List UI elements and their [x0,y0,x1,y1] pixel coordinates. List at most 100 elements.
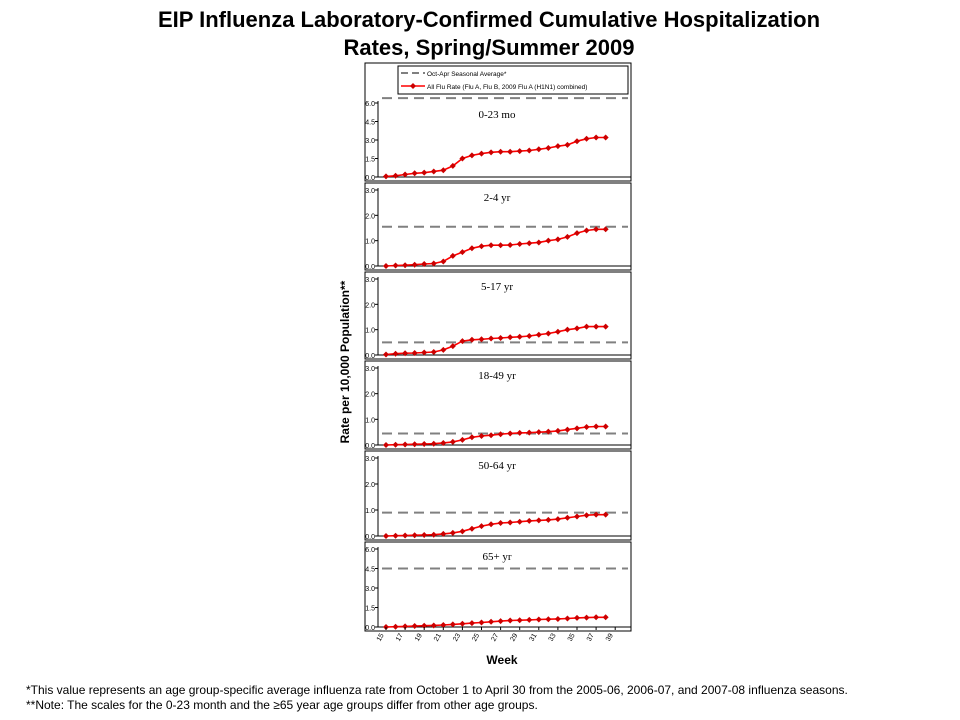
data-point [488,432,495,439]
data-point [488,335,495,342]
data-point [459,155,466,162]
data-point [421,531,428,538]
y-tick-label: 0.0 [365,534,375,541]
data-point [440,346,447,353]
data-point [430,531,437,538]
data-point [564,514,571,521]
data-point [468,434,475,441]
data-point [421,169,428,176]
data-point [554,516,561,523]
series-line [385,325,606,356]
y-tick-label: 1.5 [365,157,375,164]
data-point [554,615,561,622]
data-point [602,423,609,430]
panel-frame [364,182,632,271]
data-point [392,350,399,357]
data-point [383,173,389,180]
legend-seasonal-average-label: Oct-Apr Seasonal Average* [427,71,507,78]
data-point [564,233,571,240]
data-point [526,240,533,247]
data-point [593,614,600,621]
data-point [507,430,514,437]
data-point [516,333,523,340]
data-point [554,143,561,150]
panel-frame [364,360,632,450]
data-point [430,260,437,267]
x-tick-label: 15 [376,632,386,642]
data-point [497,520,504,526]
y-axis-title: Rate per 10,000 Population** [338,280,352,443]
data-point [535,517,542,524]
footnote-seasonal-average: *This value represents an age group-spec… [26,683,848,697]
data-point [554,328,561,335]
y-tick-label: 3.0 [365,188,375,195]
data-point [478,619,485,626]
data-point [488,242,495,249]
data-point [593,323,600,330]
data-point [593,511,600,518]
x-tick-label: 17 [395,632,405,642]
data-point [449,252,456,259]
data-point [602,134,609,141]
data-point [402,532,409,539]
data-point [421,260,428,267]
data-point [468,245,475,252]
data-point [526,429,533,436]
y-tick-label: 2.0 [365,302,375,309]
y-tick-label: 2.0 [365,482,375,489]
data-point [468,620,475,627]
data-point [554,427,561,434]
data-point [430,348,437,355]
y-tick-label: 3.0 [365,586,375,593]
data-point [516,148,523,155]
footnote-scales: **Note: The scales for the 0-23 month an… [26,698,538,712]
data-point [411,261,418,268]
data-point [545,330,552,337]
y-tick-label: 1.0 [365,239,375,246]
data-point [535,239,542,246]
x-tick-label: 39 [605,632,615,642]
data-point [545,516,552,523]
data-point [430,440,437,447]
data-point [402,623,409,630]
y-tick-label: 0.0 [365,625,375,632]
legend-series-marker [410,83,416,89]
data-point [583,614,590,621]
series-line [385,228,606,267]
data-point [421,349,428,356]
y-tick-label: 4.5 [365,120,375,127]
data-point [516,429,523,436]
panel-frame [364,450,632,541]
x-tick-label: 23 [452,632,462,642]
data-point [383,442,389,448]
data-point [593,226,600,233]
panel-label: 50-64 yr [478,460,516,472]
chart-title-line-2: Rates, Spring/Summer 2009 [343,35,635,60]
data-point [574,513,580,520]
legend-box [397,65,629,95]
data-point [564,426,571,433]
data-point [535,429,542,436]
data-point [411,622,418,629]
data-point [478,523,485,530]
y-tick-label: 3.0 [365,456,375,463]
data-point [392,532,399,539]
series-line [385,425,606,446]
data-point [459,620,466,627]
data-point [545,237,552,244]
y-tick-label: 1.0 [365,328,375,335]
data-point [497,431,504,438]
data-point [459,249,466,256]
data-point [545,428,552,435]
panel-frame [364,271,632,360]
data-point [497,148,504,155]
data-point [411,441,418,448]
data-point [392,623,399,630]
data-point [583,424,590,431]
data-point [507,241,514,248]
data-point [449,343,456,350]
data-point [526,333,533,339]
panel-label: 0-23 mo [479,109,516,121]
series-line [385,513,606,537]
data-point [478,433,485,440]
